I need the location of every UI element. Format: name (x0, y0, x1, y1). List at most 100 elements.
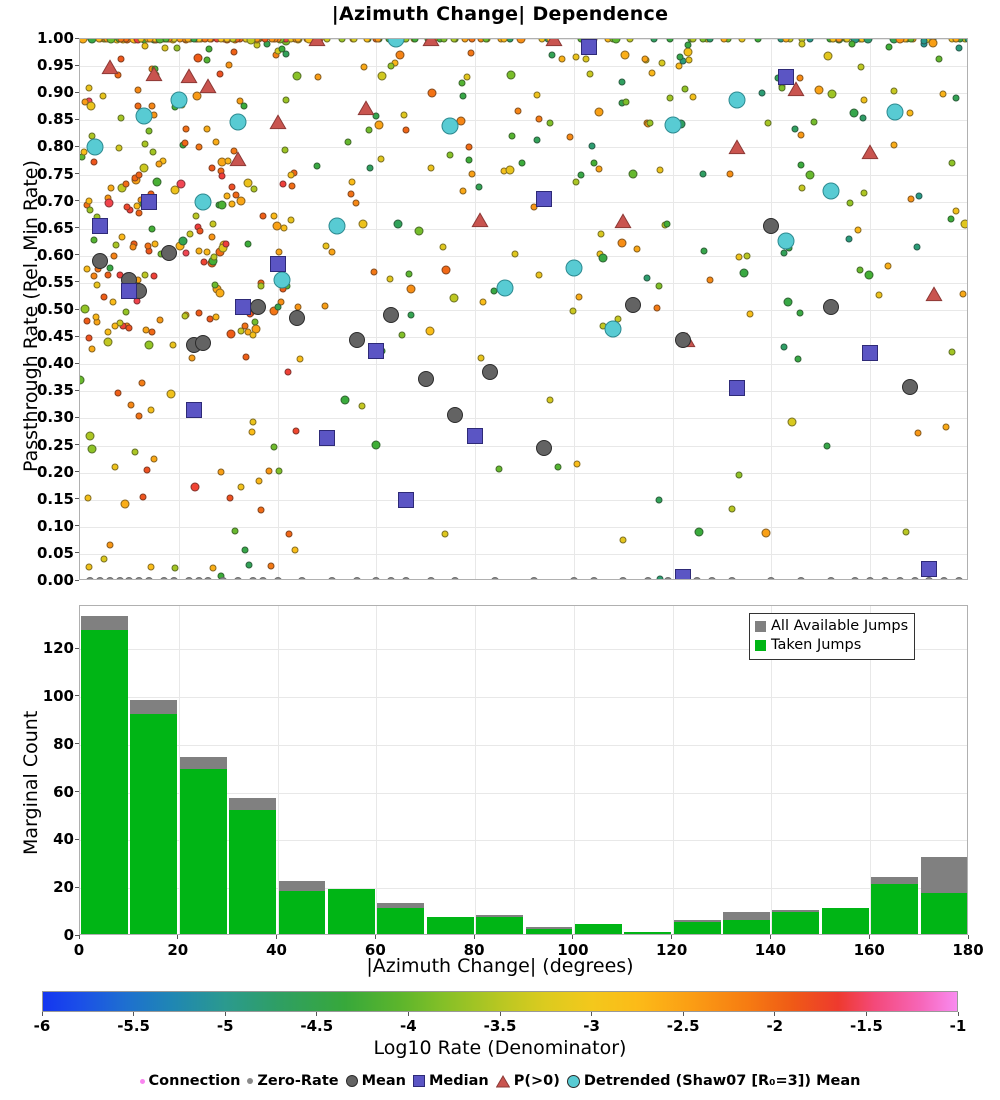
connection-point (135, 209, 143, 217)
tick-mark (75, 695, 79, 697)
connection-point (282, 96, 290, 104)
histogram-bar-taken (574, 924, 622, 934)
connection-point (935, 55, 943, 63)
gridline-horizontal (80, 391, 967, 393)
histogram-y-tick: 0 (63, 926, 74, 944)
histogram-bar-taken (327, 888, 375, 934)
tick-mark (499, 1012, 501, 1016)
gridline-vertical (771, 39, 773, 579)
connection-point (827, 89, 837, 99)
connection-point (598, 253, 608, 263)
connection-point (244, 240, 252, 248)
connection-point (107, 184, 115, 192)
connection-point (134, 86, 142, 94)
connection-point (548, 51, 556, 59)
connection-point (267, 562, 275, 570)
histogram-x-tick: 20 (167, 941, 189, 959)
connection-point (87, 444, 97, 454)
connection-point (144, 340, 154, 350)
connection-point (628, 169, 638, 179)
tick-mark (75, 647, 79, 649)
connection-point (149, 148, 157, 156)
connection-point (787, 417, 797, 427)
histogram-plot-area[interactable] (79, 605, 968, 935)
connection-icon (139, 1078, 145, 1084)
connection-point (217, 468, 224, 476)
tick-mark (75, 227, 79, 229)
tick-mark (682, 1012, 684, 1016)
connection-point (810, 118, 818, 126)
scatter-plot-area[interactable] (79, 38, 968, 580)
gridline-vertical (475, 606, 477, 934)
median-marker (467, 428, 484, 445)
connection-point (210, 253, 218, 261)
gridline-horizontal (80, 282, 967, 284)
connection-point (848, 40, 856, 48)
detrended-shaw07-r0-3-mean-marker (496, 279, 514, 297)
connection-point (85, 197, 93, 205)
connection-point (439, 243, 447, 251)
connection-point (569, 307, 577, 315)
connection-point (890, 87, 898, 94)
connection-point (237, 327, 245, 335)
tick-mark (75, 281, 79, 283)
scatter-y-tick: 0.95 (36, 56, 74, 75)
gridline-horizontal (80, 445, 967, 447)
connection-point (212, 138, 220, 146)
connection-point (203, 56, 211, 64)
connection-point (249, 418, 257, 426)
connection-point (281, 146, 289, 154)
connection-point (226, 329, 236, 339)
connection-point (103, 337, 113, 347)
connection-point (508, 132, 516, 140)
tick-mark (407, 1012, 409, 1016)
connection-point (406, 284, 416, 294)
connection-point (566, 133, 574, 141)
connection-point (195, 247, 202, 255)
connection-point (374, 39, 382, 43)
median-marker (121, 283, 138, 300)
connection-point (857, 63, 865, 71)
scatter-y-tick: 0.05 (36, 543, 74, 562)
connection-point (150, 272, 158, 280)
detrended-shaw07-r0-3-mean-marker (229, 113, 247, 131)
colorbar-tick: -4.5 (300, 1017, 334, 1035)
connection-point (575, 293, 583, 301)
connection-point (145, 127, 153, 135)
mean-marker (417, 371, 434, 388)
connection-point (83, 317, 91, 325)
connection-point (902, 528, 910, 536)
connection-point (255, 477, 263, 485)
histogram-legend: All Available Jumps Taken Jumps (749, 613, 916, 660)
connection-point (465, 156, 473, 164)
connection-point (127, 401, 135, 409)
colorbar[interactable] (42, 991, 958, 1012)
connection-point (200, 258, 208, 266)
connection-point (141, 140, 149, 148)
p-gt-zero-marker (614, 212, 632, 232)
connection-point (222, 240, 230, 248)
connection-point (90, 236, 98, 244)
tick-mark (75, 416, 79, 418)
connection-point (764, 119, 772, 127)
connection-point (217, 200, 227, 210)
histogram-y-tick: 100 (42, 686, 74, 705)
connection-point (203, 248, 211, 256)
connection-point (251, 318, 259, 326)
connection-point (313, 162, 321, 170)
connection-point (146, 39, 154, 43)
connection-point (360, 63, 368, 71)
scatter-y-tick: 0.00 (36, 571, 74, 589)
connection-point (650, 39, 658, 43)
tick-mark (769, 935, 771, 939)
connection-point (118, 233, 126, 241)
connection-point (459, 92, 467, 100)
connection-point (511, 250, 519, 258)
gridline-horizontal (80, 255, 967, 257)
connection-point (131, 174, 139, 182)
mean-marker (763, 217, 780, 234)
gridline-horizontal (80, 228, 967, 230)
connection-point (646, 119, 654, 127)
connection-point (181, 139, 189, 147)
connection-point (201, 39, 209, 43)
